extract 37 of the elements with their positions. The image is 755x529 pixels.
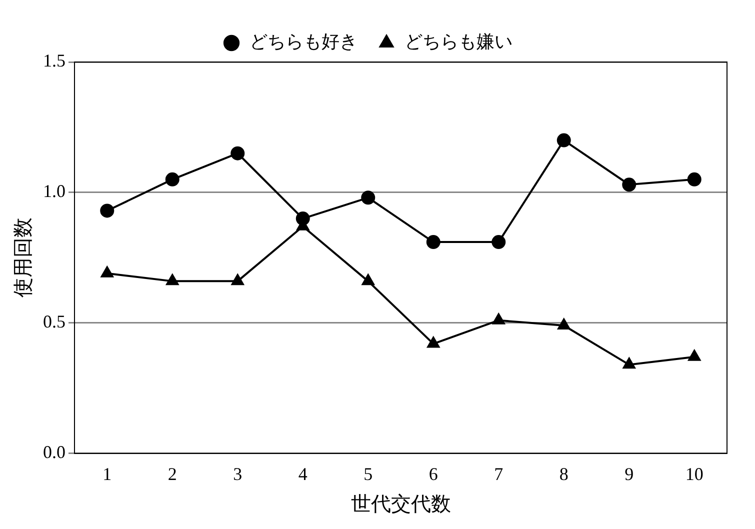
x-tick-label: 4 xyxy=(298,464,308,484)
point xyxy=(427,336,440,348)
y-tick-label: 0.0 xyxy=(43,442,66,462)
x-tick-label: 9 xyxy=(624,464,634,484)
point xyxy=(622,178,636,192)
legend-label: どちらも嫌い xyxy=(404,32,512,52)
point xyxy=(426,235,440,250)
x-tick-label: 8 xyxy=(559,464,568,484)
point xyxy=(165,172,180,186)
point xyxy=(100,266,114,278)
point xyxy=(558,318,570,330)
point xyxy=(492,235,506,250)
point xyxy=(362,274,374,286)
point xyxy=(492,313,505,324)
y-tick-label: 1.5 xyxy=(43,50,66,71)
x-tick-label: 7 xyxy=(494,464,504,484)
x-tick-label: 10 xyxy=(685,464,704,484)
point xyxy=(622,358,636,369)
point xyxy=(361,190,376,205)
x-axis-title: 世代交代数 xyxy=(350,493,451,516)
point xyxy=(166,274,179,286)
point xyxy=(688,350,701,361)
point xyxy=(556,133,571,148)
point xyxy=(100,204,114,218)
y-tick-label: 1.0 xyxy=(43,181,66,202)
point xyxy=(296,212,310,226)
y-tick-label: 0.5 xyxy=(43,312,66,332)
x-tick-label: 1 xyxy=(102,464,112,484)
x-tick-label: 6 xyxy=(428,464,438,484)
x-tick-label: 3 xyxy=(233,464,242,484)
x-tick-label: 2 xyxy=(168,464,177,484)
point xyxy=(230,146,245,160)
x-tick-label: 5 xyxy=(364,464,373,484)
point xyxy=(687,172,702,186)
point xyxy=(231,274,244,286)
y-axis-title: 使用回数 xyxy=(12,218,34,298)
legend-label: どちらも好き xyxy=(250,32,358,52)
